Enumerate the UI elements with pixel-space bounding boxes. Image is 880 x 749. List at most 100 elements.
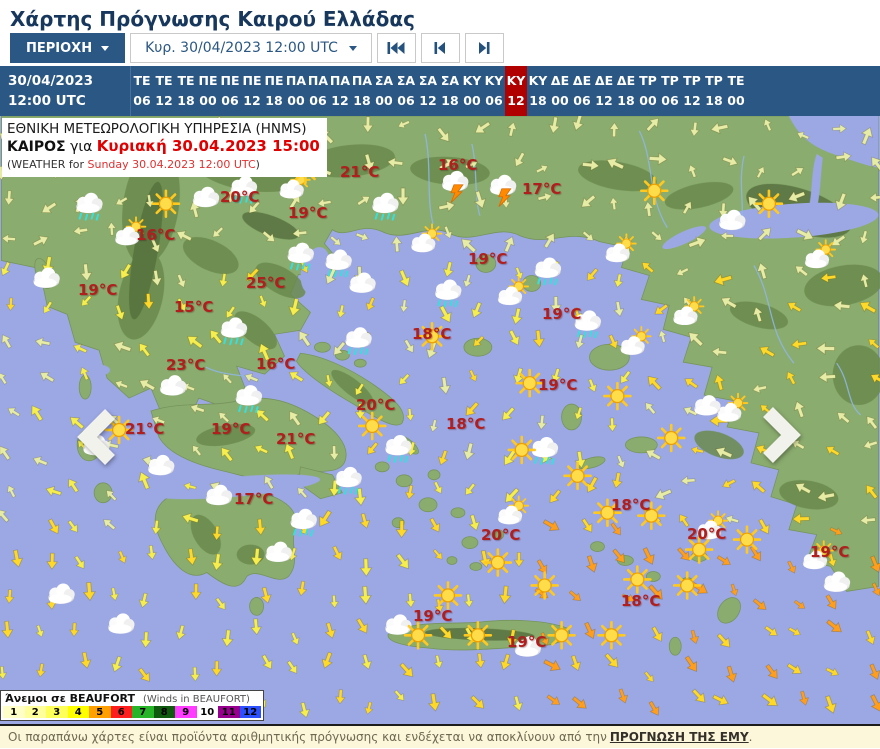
timeline-steps: ΤΕ 06 ΤΕ 12 ΤΕ 18 ΠΕ 00 ΠΕ 06 ΠΕ 12 ΠΕ 18 ΠΑ 00 ΠΑ 06 ΠΑ 12… [131, 66, 747, 116]
sun-icon [672, 571, 702, 600]
timeline-current-date: 30/04/2023 [8, 73, 94, 89]
mountain-texture [117, 144, 880, 565]
timeline-step-ΤΕ-06[interactable]: ΤΕ 06 [133, 73, 151, 108]
timeline-step-ΔΕ-06[interactable]: ΔΕ 06 [572, 73, 592, 108]
timeline-step-ΚΥ-00[interactable]: ΚΥ 00 [462, 73, 482, 108]
beaufort-5: 5 [89, 706, 111, 718]
seas-and-gulfs [82, 116, 879, 500]
forecast-datetime-line: ΚΑΙΡΟΣ για Κυριακή 30.04.2023 15:00 [7, 137, 320, 156]
timeline-step-ΠΕ-18[interactable]: ΠΕ 18 [264, 73, 284, 108]
disclaimer-text: Οι παραπάνω χάρτες είναι προϊόντα αριθμη… [8, 730, 607, 744]
temperature-label: 21°C [125, 420, 165, 438]
go-first-button[interactable] [376, 33, 416, 63]
timeline-step-ΤΕ-00[interactable]: ΤΕ 00 [727, 73, 745, 108]
beaufort-1: 1 [3, 706, 25, 718]
timeline-step-ΤΡ-18[interactable]: ΤΡ 18 [705, 73, 723, 108]
weather-map: 21°C 16°C 17°C 20°C 19°C 16°C 19°C 25°C 19°C 15°C… [0, 116, 880, 726]
beaufort-9: 9 [175, 706, 197, 718]
sun-icon [623, 565, 652, 594]
chevron-down-icon [101, 45, 110, 51]
beaufort-10: 10 [196, 706, 218, 718]
sun-icon [547, 621, 576, 650]
sun-icon [603, 381, 632, 411]
timeline-step-ΤΕ-12[interactable]: ΤΕ 12 [155, 73, 173, 108]
temperature-label: 25°C [246, 274, 286, 292]
timeline-step-ΣΑ-12[interactable]: ΣΑ 12 [418, 73, 438, 108]
legend-title: Άνεμοι σε BEAUFORT [5, 692, 136, 705]
sun-icon [732, 525, 762, 554]
temperature-label: 19°C [542, 305, 582, 323]
beaufort-3: 3 [46, 706, 68, 718]
timeline-step-ΣΑ-00[interactable]: ΣΑ 00 [374, 73, 394, 108]
temperature-label: 19°C [288, 204, 328, 222]
temperature-label: 19°C [810, 543, 850, 561]
temperature-label: 18°C [611, 496, 651, 514]
timeline-step-ΠΕ-06[interactable]: ΠΕ 06 [220, 73, 240, 108]
sun-icon [640, 176, 669, 206]
footer: Οι παραπάνω χάρτες είναι προϊόντα αριθμη… [0, 726, 880, 748]
temperature-label: 20°C [356, 396, 396, 414]
timeline-bar: 30/04/2023 12:00 UTC ΤΕ 06 ΤΕ 12 ΤΕ 18 ΠΕ 00 ΠΕ 0… [0, 66, 880, 116]
sun-icon [563, 461, 592, 491]
hnms-title: ΕΘΝΙΚΗ ΜΕΤΕΩΡΟΛΟΓΙΚΗ ΥΠΗΡΕΣΙΑ (HNMS) [7, 121, 307, 137]
timeline-step-ΚΥ-18[interactable]: ΚΥ 18 [528, 73, 548, 108]
sun-icon [754, 189, 784, 218]
sun-icon [433, 581, 463, 610]
timeline-step-ΤΕ-18[interactable]: ΤΕ 18 [177, 73, 195, 108]
sun-icon [507, 435, 536, 465]
forecast-datetime-line-en: (WEATHER for Sunday 30.04.2023 12:00 UTC… [7, 158, 260, 171]
timeline-step-ΚΥ-12[interactable]: ΚΥ 12 [505, 66, 527, 116]
timeline-step-ΣΑ-06[interactable]: ΣΑ 06 [396, 73, 416, 108]
map-canvas [0, 116, 880, 724]
region-dropdown-label: ΠΕΡΙΟΧΗ [26, 40, 93, 56]
temperature-label: 17°C [522, 180, 562, 198]
temperature-label: 19°C [468, 250, 508, 268]
temperature-label: 19°C [211, 420, 251, 438]
timeline-step-ΤΡ-06[interactable]: ΤΡ 06 [661, 73, 679, 108]
timeline-step-ΠΑ-12[interactable]: ΠΑ 12 [329, 73, 351, 108]
timeline-step-ΣΑ-18[interactable]: ΣΑ 18 [440, 73, 460, 108]
temperature-label: 18°C [412, 325, 452, 343]
timeline-step-ΤΡ-00[interactable]: ΤΡ 00 [639, 73, 657, 108]
map-info-box: ΕΘΝΙΚΗ ΜΕΤΕΩΡΟΛΟΓΙΚΗ ΥΠΗΡΕΣΙΑ (HNMS) ΚΑΙ… [2, 118, 327, 177]
timeline-step-ΚΥ-06[interactable]: ΚΥ 06 [484, 73, 504, 108]
timeline-step-ΠΑ-06[interactable]: ΠΑ 06 [307, 73, 329, 108]
region-dropdown-button[interactable]: ΠΕΡΙΟΧΗ [10, 33, 126, 63]
map-next-button[interactable] [756, 407, 806, 467]
temperature-label: 18°C [621, 592, 661, 610]
temperature-label: 20°C [481, 526, 521, 544]
temperature-label: 21°C [276, 430, 316, 448]
timeline-current-datetime: 30/04/2023 12:00 UTC [0, 66, 131, 116]
timeline-step-ΔΕ-18[interactable]: ΔΕ 18 [616, 73, 636, 108]
beaufort-6: 6 [110, 706, 132, 718]
emy-forecast-link[interactable]: ΠΡΟΓΝΩΣΗ ΤΗΣ ΕΜΥ [609, 730, 749, 744]
temperature-label: 16°C [256, 355, 296, 373]
timeline-step-ΠΕ-00[interactable]: ΠΕ 00 [198, 73, 218, 108]
temperature-label: 19°C [78, 281, 118, 299]
beaufort-legend: Άνεμοι σε BEAUFORT (Winds in BEAUFORT) 1… [0, 690, 264, 721]
map-prev-button[interactable] [72, 409, 122, 469]
beaufort-11: 11 [218, 706, 240, 718]
toolbar: ΠΕΡΙΟΧΗ Κυρ. 30/04/2023 12:00 UTC [0, 33, 880, 63]
sun-icon [483, 548, 513, 577]
beaufort-scale: 1 2 3 4 5 6 7 8 9 10 11 12 [3, 706, 261, 718]
datetime-dropdown-button[interactable]: Κυρ. 30/04/2023 12:00 UTC [130, 33, 372, 63]
temperature-label: 23°C [166, 356, 206, 374]
temperature-label: 19°C [538, 376, 578, 394]
temperature-label: 16°C [136, 226, 176, 244]
timeline-step-ΠΑ-00[interactable]: ΠΑ 00 [285, 73, 307, 108]
legend-subtitle: (Winds in BEAUFORT) [143, 694, 250, 705]
temperature-label: 18°C [446, 415, 486, 433]
timeline-step-ΠΕ-12[interactable]: ΠΕ 12 [242, 73, 262, 108]
timeline-step-ΠΑ-18[interactable]: ΠΑ 18 [351, 73, 373, 108]
sun-icon [656, 423, 686, 453]
temperature-label: 20°C [220, 188, 260, 206]
chevron-right-icon [763, 407, 801, 463]
step-back-button[interactable] [420, 33, 460, 63]
sun-icon [530, 571, 559, 600]
timeline-step-ΔΕ-00[interactable]: ΔΕ 00 [550, 73, 570, 108]
step-forward-button[interactable] [464, 33, 504, 63]
sun-icon [151, 189, 181, 218]
timeline-step-ΤΡ-12[interactable]: ΤΡ 12 [683, 73, 701, 108]
timeline-step-ΔΕ-12[interactable]: ΔΕ 12 [594, 73, 614, 108]
